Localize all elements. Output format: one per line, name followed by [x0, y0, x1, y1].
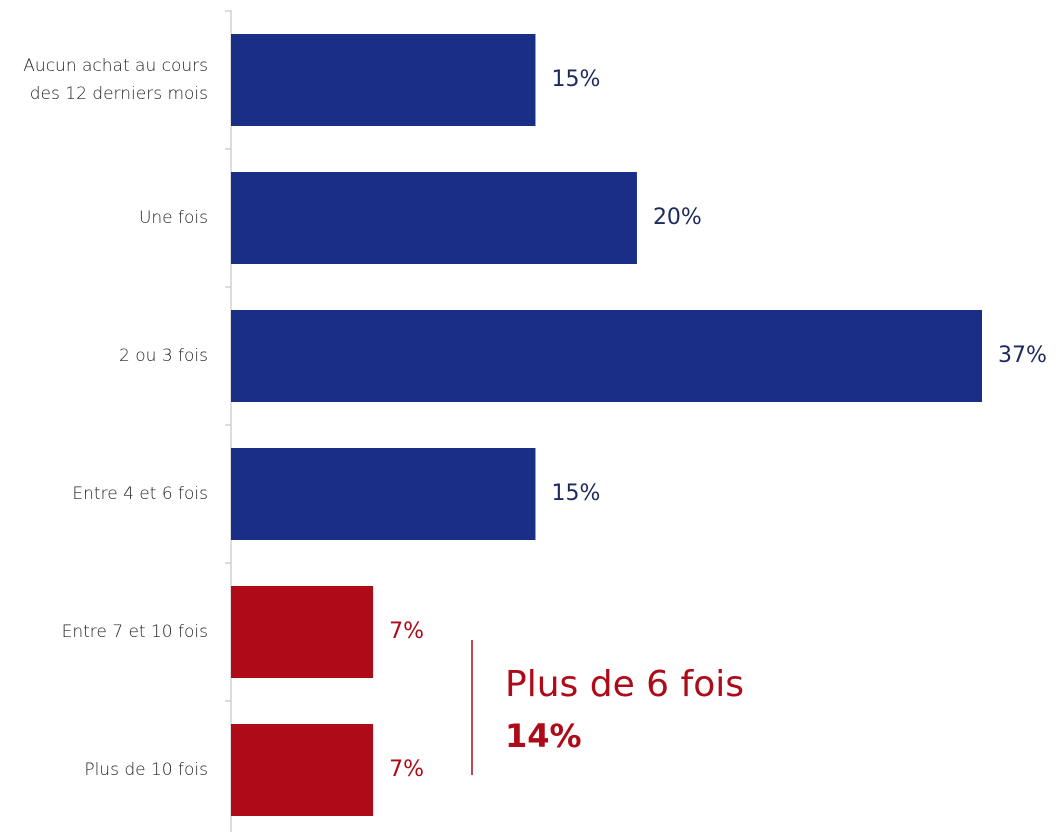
bar	[231, 448, 536, 540]
category-label: Plus de 10 fois	[84, 760, 208, 780]
value-label: 37%	[998, 343, 1047, 368]
value-label: 7%	[389, 619, 424, 644]
value-label: 20%	[653, 205, 702, 230]
bar	[231, 34, 536, 126]
value-label: 15%	[551, 67, 600, 92]
bar	[231, 310, 982, 402]
value-label: 7%	[389, 757, 424, 782]
category-label: 2 ou 3 fois	[119, 346, 208, 366]
category-label: Entre 7 et 10 fois	[61, 622, 208, 642]
bar	[231, 724, 374, 816]
bar	[231, 172, 637, 264]
value-label: 15%	[551, 481, 600, 506]
category-label: Aucun achat au cours des 12 derniers moi…	[23, 56, 208, 104]
annotation-text: Plus de 6 fois	[505, 664, 744, 705]
bar	[231, 586, 374, 678]
category-label: Entre 4 et 6 fois	[72, 484, 208, 504]
category-label: Une fois	[138, 208, 208, 228]
annotation-value: 14%	[505, 717, 582, 755]
